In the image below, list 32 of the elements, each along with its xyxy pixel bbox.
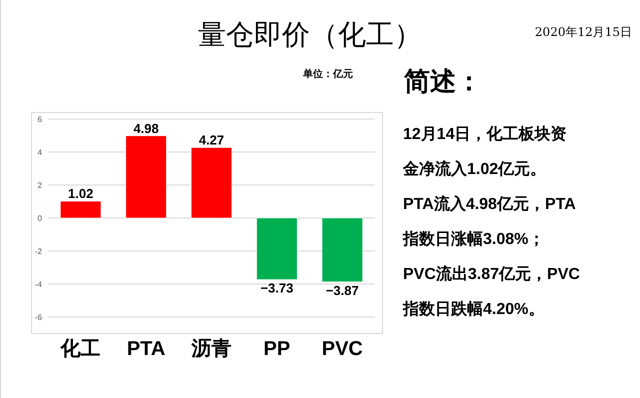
- bar: [190, 147, 232, 218]
- text: 简述：: [403, 67, 482, 97]
- chart-subtitle: 单位：亿元: [302, 68, 353, 80]
- bar: [60, 200, 102, 218]
- text: 指数日跌幅4.20%。: [402, 300, 544, 318]
- data-label: −3.73: [260, 280, 294, 296]
- bar: [256, 218, 298, 280]
- text: PVC流出3.87亿元，PVC: [403, 264, 580, 283]
- text: 金净流入1.02亿元。: [402, 159, 546, 178]
- y-tick-label: 4: [38, 148, 43, 157]
- y-tick-label: 0: [38, 214, 43, 223]
- y-tick-label: -6: [34, 313, 43, 322]
- text: 2020年12月15日: [534, 25, 632, 39]
- bar: [126, 136, 167, 218]
- y-tick-label: -4: [34, 280, 43, 289]
- x-tick-label: PTA: [126, 338, 166, 360]
- text: PTA流入4.98亿元，PTA: [403, 194, 576, 213]
- chart-title: 量仓即价（化工）: [198, 18, 422, 51]
- data-label: 4.27: [198, 132, 224, 148]
- bar: [322, 218, 363, 282]
- data-label: −3.87: [326, 282, 359, 298]
- data-label: 1.02: [68, 186, 94, 202]
- x-tick-label: PVC: [322, 338, 363, 360]
- y-tick-label: 6: [38, 115, 43, 124]
- x-tick-label: PP: [264, 338, 290, 360]
- y-tick-label: 2: [38, 181, 43, 190]
- y-tick-label: -2: [34, 247, 43, 256]
- data-label: 4.98: [133, 120, 159, 136]
- text: 12月14日，化工板块资: [403, 125, 567, 143]
- x-tick-label: 化工: [60, 338, 101, 360]
- text: 指数日涨幅3.08%；: [402, 230, 544, 248]
- x-tick-label: 沥青: [190, 338, 232, 360]
